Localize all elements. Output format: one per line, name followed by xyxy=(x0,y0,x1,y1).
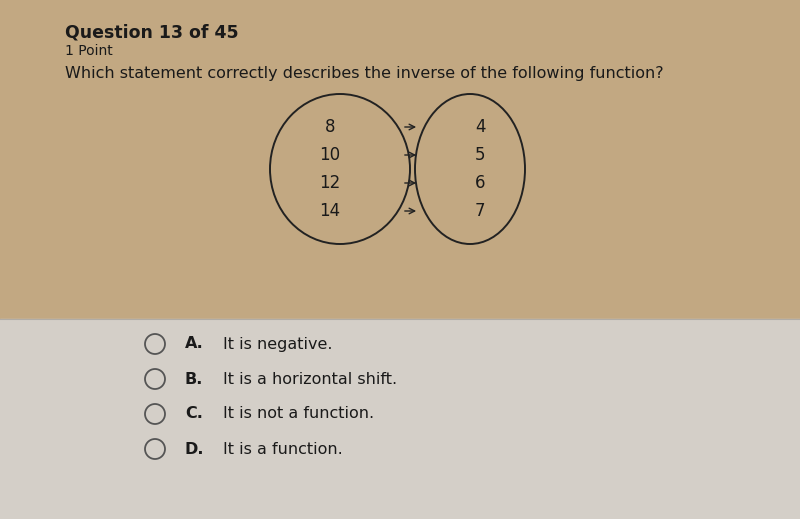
Text: It is a horizontal shift.: It is a horizontal shift. xyxy=(223,372,397,387)
Bar xyxy=(0,319,800,519)
Text: B.: B. xyxy=(185,372,203,387)
Text: 14: 14 xyxy=(319,202,341,220)
Text: 6: 6 xyxy=(474,174,486,192)
Text: 12: 12 xyxy=(319,174,341,192)
Text: 7: 7 xyxy=(474,202,486,220)
Text: 4: 4 xyxy=(474,118,486,136)
Text: It is negative.: It is negative. xyxy=(223,336,333,351)
Text: 8: 8 xyxy=(325,118,335,136)
Text: Question 13 of 45: Question 13 of 45 xyxy=(65,24,238,42)
Text: 5: 5 xyxy=(474,146,486,164)
Text: It is not a function.: It is not a function. xyxy=(223,406,374,421)
Text: Which statement correctly describes the inverse of the following function?: Which statement correctly describes the … xyxy=(65,66,664,81)
Text: D.: D. xyxy=(185,442,205,457)
Text: A.: A. xyxy=(185,336,204,351)
Text: C.: C. xyxy=(185,406,203,421)
Text: 10: 10 xyxy=(319,146,341,164)
Text: 1 Point: 1 Point xyxy=(65,44,113,58)
Text: It is a function.: It is a function. xyxy=(223,442,342,457)
